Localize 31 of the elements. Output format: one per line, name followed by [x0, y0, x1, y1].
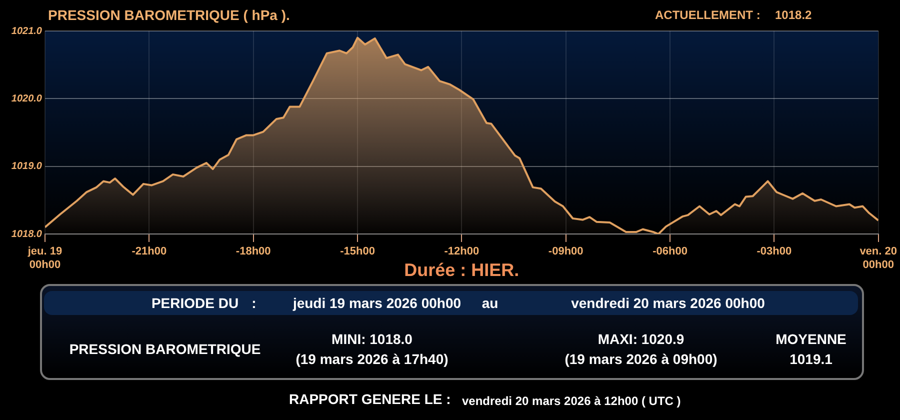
x-tick-label: ven. 20 00h00: [860, 246, 898, 271]
x-tick-label: -06h00: [652, 246, 688, 258]
x-tick-label: -09h00: [548, 246, 584, 258]
x-tick-label: -21h00: [132, 246, 167, 258]
text: 1018.2: [775, 8, 812, 22]
text: 1019.1: [790, 351, 832, 367]
text: vendredi 20 mars 2026 00h00: [571, 295, 765, 311]
text: MOYENNE: [776, 331, 846, 347]
text: vendredi 20 mars 2026 à 12h00 ( UTC ): [462, 394, 681, 408]
x-tick-label: jeu. 19 00h00: [26, 246, 62, 271]
y-tick-label: 1018.0: [11, 228, 42, 240]
text: MINI: 1018.0: [332, 331, 412, 347]
y-tick-label: 1020.0: [11, 93, 42, 104]
text: MAXI: 1020.9: [598, 331, 684, 347]
text: (19 mars 2026 à 17h40): [296, 351, 448, 367]
y-tick-label: 1021.0: [11, 26, 42, 37]
text: RAPPORT GENERE LE :: [289, 391, 451, 407]
text: :: [252, 295, 256, 311]
x-axis-title: Durée : HIER.: [404, 260, 520, 280]
text: (19 mars 2026 à 09h00): [564, 351, 718, 367]
text: PRESSION BAROMETRIQUE: [69, 341, 261, 357]
x-tick-label: -15h00: [340, 246, 375, 258]
y-tick-label: 1019.0: [11, 161, 42, 172]
text: au: [482, 295, 498, 311]
chart-title: PRESSION BAROMETRIQUE ( hPa ).: [48, 7, 290, 23]
text: ACTUELLEMENT :: [655, 8, 760, 22]
text: jeudi 19 mars 2026 00h00: [292, 295, 462, 311]
x-tick-label: -18h00: [236, 246, 271, 258]
x-tick-label: -03h00: [756, 246, 792, 258]
x-tick-label: -12h00: [444, 246, 480, 258]
text: PERIODE DU: [151, 295, 239, 311]
